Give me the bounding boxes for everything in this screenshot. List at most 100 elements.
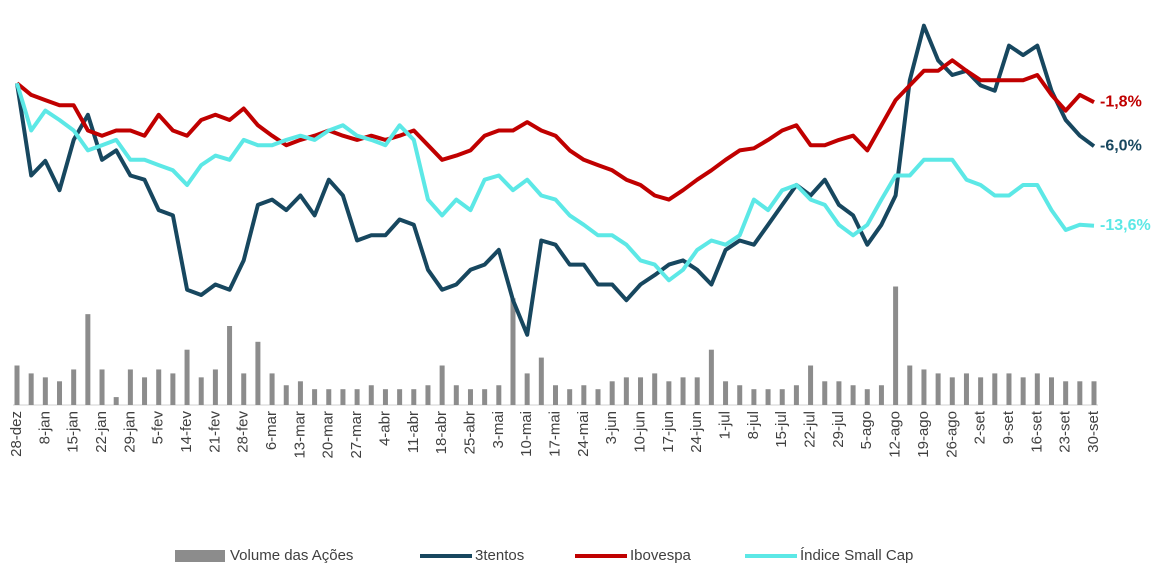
- volume-bar: [113, 397, 119, 405]
- end-label: -6,0%: [1100, 137, 1142, 154]
- volume-bar: [935, 373, 941, 405]
- volume-bar: [255, 341, 261, 405]
- volume-bar: [949, 377, 955, 405]
- volume-bar: [652, 373, 658, 405]
- x-tick-label: 3-jun: [603, 411, 620, 444]
- series-line: [15, 23, 1096, 337]
- x-tick-label: 28-dez: [8, 411, 25, 457]
- volume-bar: [283, 385, 289, 405]
- volume-bar: [708, 349, 714, 405]
- x-tick-label: 4-abr: [376, 411, 393, 446]
- volume-bar: [57, 381, 63, 405]
- volume-bar: [340, 389, 346, 405]
- volume-bar: [1034, 373, 1040, 405]
- volume-bar: [638, 377, 644, 405]
- x-tick-label: 8-jul: [745, 411, 762, 439]
- x-tick-label: 10-mai: [518, 411, 535, 457]
- volume-bar: [71, 369, 77, 405]
- series-line: [15, 82, 1095, 283]
- legend-label: Índice Small Cap: [800, 547, 913, 564]
- volume-bar: [198, 377, 204, 405]
- volume-bar: [241, 373, 247, 405]
- volume-bar: [694, 377, 700, 405]
- volume-bar: [822, 381, 828, 405]
- volume-bar: [170, 373, 176, 405]
- volume-bar: [142, 377, 148, 405]
- volume-bar: [553, 385, 558, 405]
- x-tick-label: 8-jan: [36, 411, 53, 444]
- volume-bar: [14, 365, 20, 405]
- volume-bar: [723, 381, 729, 405]
- volume-bar: [42, 377, 48, 405]
- end-label: -13,6%: [1100, 217, 1151, 234]
- volume-bar: [1091, 381, 1097, 405]
- x-tick-label: 14-fev: [178, 411, 195, 453]
- volume-bar: [524, 373, 530, 405]
- x-tick-label: 9-set: [1000, 410, 1017, 444]
- x-tick-label: 22-jul: [802, 411, 819, 448]
- volume-bar: [581, 385, 587, 405]
- x-tick-label: 17-mai: [546, 411, 563, 457]
- volume-bar: [864, 389, 870, 405]
- volume-bar: [836, 381, 842, 405]
- x-tick-label: 30-set: [1085, 410, 1102, 453]
- volume-bar: [737, 385, 743, 405]
- volume-bar: [453, 385, 459, 405]
- x-tick-label: 13-mar: [291, 411, 308, 459]
- volume-bar: [411, 389, 417, 405]
- volume-bar: [510, 298, 516, 405]
- volume-bar: [1020, 377, 1026, 405]
- x-tick-label: 11-abr: [405, 411, 422, 453]
- x-tick-label: 29-jul: [830, 411, 847, 448]
- volume-bar: [666, 381, 672, 405]
- volume-bar: [184, 349, 190, 405]
- volume-bar: [751, 389, 757, 405]
- volume-bar: [1048, 377, 1054, 405]
- end-label: -1,8%: [1100, 93, 1142, 110]
- volume-bar: [808, 365, 814, 405]
- volume-bar: [921, 369, 927, 405]
- x-tick-label: 20-mar: [320, 411, 337, 459]
- volume-bar: [354, 389, 360, 405]
- volume-bar: [609, 381, 615, 405]
- volume-bar: [963, 373, 969, 405]
- x-tick-label: 24-jun: [688, 411, 705, 453]
- volume-bar: [893, 286, 899, 405]
- volume-bar: [156, 369, 162, 405]
- x-tick-label: 12-ago: [887, 411, 904, 458]
- x-tick-label: 28-fev: [235, 411, 252, 453]
- volume-bar: [496, 385, 502, 405]
- volume-bar: [850, 385, 856, 405]
- x-tick-label: 26-ago: [943, 411, 960, 458]
- volume-bar: [382, 389, 388, 405]
- volume-bar: [978, 377, 984, 405]
- volume-bar: [467, 389, 473, 405]
- volume-bar: [227, 326, 233, 405]
- volume-bar: [425, 385, 431, 405]
- x-tick-label: 15-jul: [773, 411, 790, 448]
- legend-label: Volume das Ações: [230, 547, 353, 564]
- volume-bar: [28, 373, 34, 405]
- volume-bar: [779, 389, 785, 405]
- volume-bar: [326, 389, 332, 405]
- volume-bar: [907, 365, 913, 405]
- series-line: [15, 58, 1095, 202]
- volume-bar: [878, 385, 884, 405]
- x-tick-label: 17-jun: [660, 411, 677, 453]
- x-tick-label: 22-jan: [93, 411, 110, 453]
- x-tick-label: 23-set: [1057, 410, 1074, 453]
- volume-bar: [397, 389, 403, 405]
- legend-label: Ibovespa: [630, 547, 692, 564]
- x-tick-label: 2-set: [972, 410, 989, 444]
- volume-bar: [269, 373, 275, 405]
- x-tick-label: 16-set: [1028, 410, 1045, 453]
- volume-bar: [793, 385, 799, 405]
- volume-bar: [212, 369, 218, 405]
- volume-bar: [1063, 381, 1069, 405]
- x-tick-label: 18-abr: [433, 411, 450, 454]
- volume-bar: [538, 357, 544, 405]
- volume-bar: [312, 389, 318, 405]
- volume-bar: [992, 373, 998, 405]
- x-tick-label: 3-mai: [490, 411, 507, 449]
